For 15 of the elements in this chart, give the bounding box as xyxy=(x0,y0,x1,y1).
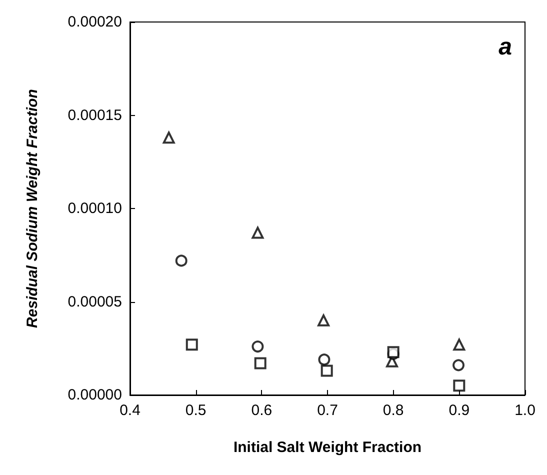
y-tick-label: 0.00010 xyxy=(68,200,122,217)
x-tick-label: 1.0 xyxy=(514,402,536,419)
annotation: a xyxy=(498,34,512,60)
x-axis-title: Initial Salt Weight Fraction xyxy=(233,439,422,456)
y-tick-label: 0.00020 xyxy=(68,14,122,30)
x-tick-label: 0.8 xyxy=(382,402,404,419)
x-tick-label: 0.9 xyxy=(448,402,470,419)
y-tick-label: 0.00005 xyxy=(68,293,122,310)
y-tick-label: 0.00000 xyxy=(68,386,122,404)
x-tick-label: 0.4 xyxy=(120,402,140,419)
x-tick-label: 0.5 xyxy=(185,402,206,419)
y-tick-label: 0.00015 xyxy=(68,106,122,124)
y-axis-title: Residual Sodium Weight Fraction xyxy=(24,89,41,328)
x-tick-label: 0.6 xyxy=(251,402,272,419)
x-tick-label: 0.7 xyxy=(317,402,338,419)
